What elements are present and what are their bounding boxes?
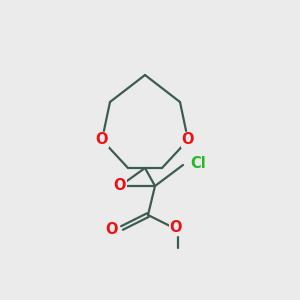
Text: O: O (182, 133, 194, 148)
Text: O: O (170, 220, 182, 236)
Text: O: O (114, 178, 126, 194)
Text: Cl: Cl (190, 155, 206, 170)
Text: O: O (106, 223, 118, 238)
Text: O: O (96, 133, 108, 148)
